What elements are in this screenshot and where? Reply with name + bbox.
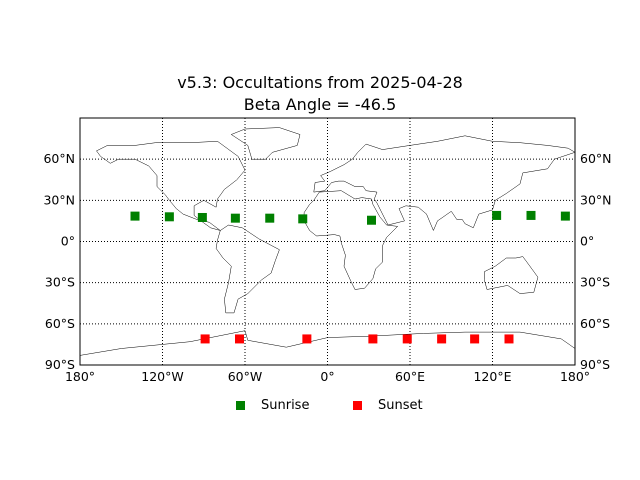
sunrise-point [130,211,140,221]
sunrise-point [197,212,207,222]
lon-tick-label: 60°W [228,369,263,384]
sunset-point [200,334,210,344]
chart-title-line2: Beta Angle = -46.5 [243,95,397,114]
coastline-australia [484,256,539,294]
sunset-point [235,334,244,344]
sunset-point [302,334,312,344]
sunset-point [470,334,480,344]
lon-tick-label: 120°W [141,369,183,384]
legend-item-sunset: Sunset [353,398,423,413]
sunrise-point [367,215,376,225]
lat-tick-label-right: 30°S [580,275,610,290]
axis-ticks: 60°N 60°N 30°N 30°N 0° 0° 30°S 30°S 60°S 60°S 90°S… [43,151,611,384]
sunrise-point [230,213,240,223]
sunrise-point [492,210,502,220]
lat-tick-label-right: 90°S [580,357,610,372]
legend-label-sunset: Sunset [378,398,423,413]
lat-tick-label-left: 90°S [45,357,75,372]
lat-tick-label-left: 0° [61,234,75,249]
legend-item-sunrise: Sunrise [236,398,309,413]
legend: Sunrise Sunset [0,398,640,420]
lon-tick-label: 120°E [473,369,511,384]
lon-tick-label: 180° [560,369,590,384]
coastline-africa [303,190,399,290]
lat-tick-label-right: 0° [580,234,594,249]
sunset-point [368,334,378,344]
lat-tick-label-right: 60°N [580,151,612,166]
sunrise-marker-icon [236,401,245,410]
coastline-south-america [215,224,280,314]
sunset-marker-icon [353,401,362,410]
sunrise-point [164,212,174,222]
sunrise-point [298,214,308,224]
lat-tick-label-left: 60°S [45,316,75,331]
lat-tick-label-right: 30°N [580,192,612,207]
occultation-points [130,210,570,344]
coastline-north-america [96,141,246,231]
coastline-greenland [230,127,301,160]
sunset-point [402,334,412,344]
sunrise-point [526,210,536,220]
lat-tick-label-right: 60°S [580,316,610,331]
chart-title-line1: v5.3: Occultations from 2025-04-28 [177,73,463,92]
lat-tick-label-left: 60°N [43,151,75,166]
lat-tick-label-left: 30°S [45,275,75,290]
lon-tick-label: 180° [65,369,95,384]
legend-label-sunrise: Sunrise [261,398,310,413]
map-frame [79,117,576,366]
coastline-europe-asia [313,135,576,232]
sunset-point [504,334,514,344]
sunrise-point [265,213,275,223]
lat-tick-label-left: 30°N [43,192,75,207]
sunrise-point [560,211,570,221]
gridlines [80,118,575,365]
lon-tick-label: 0° [320,369,334,384]
sunset-point [437,334,447,344]
lon-tick-label: 60°E [395,369,425,384]
plot-border [79,117,576,366]
